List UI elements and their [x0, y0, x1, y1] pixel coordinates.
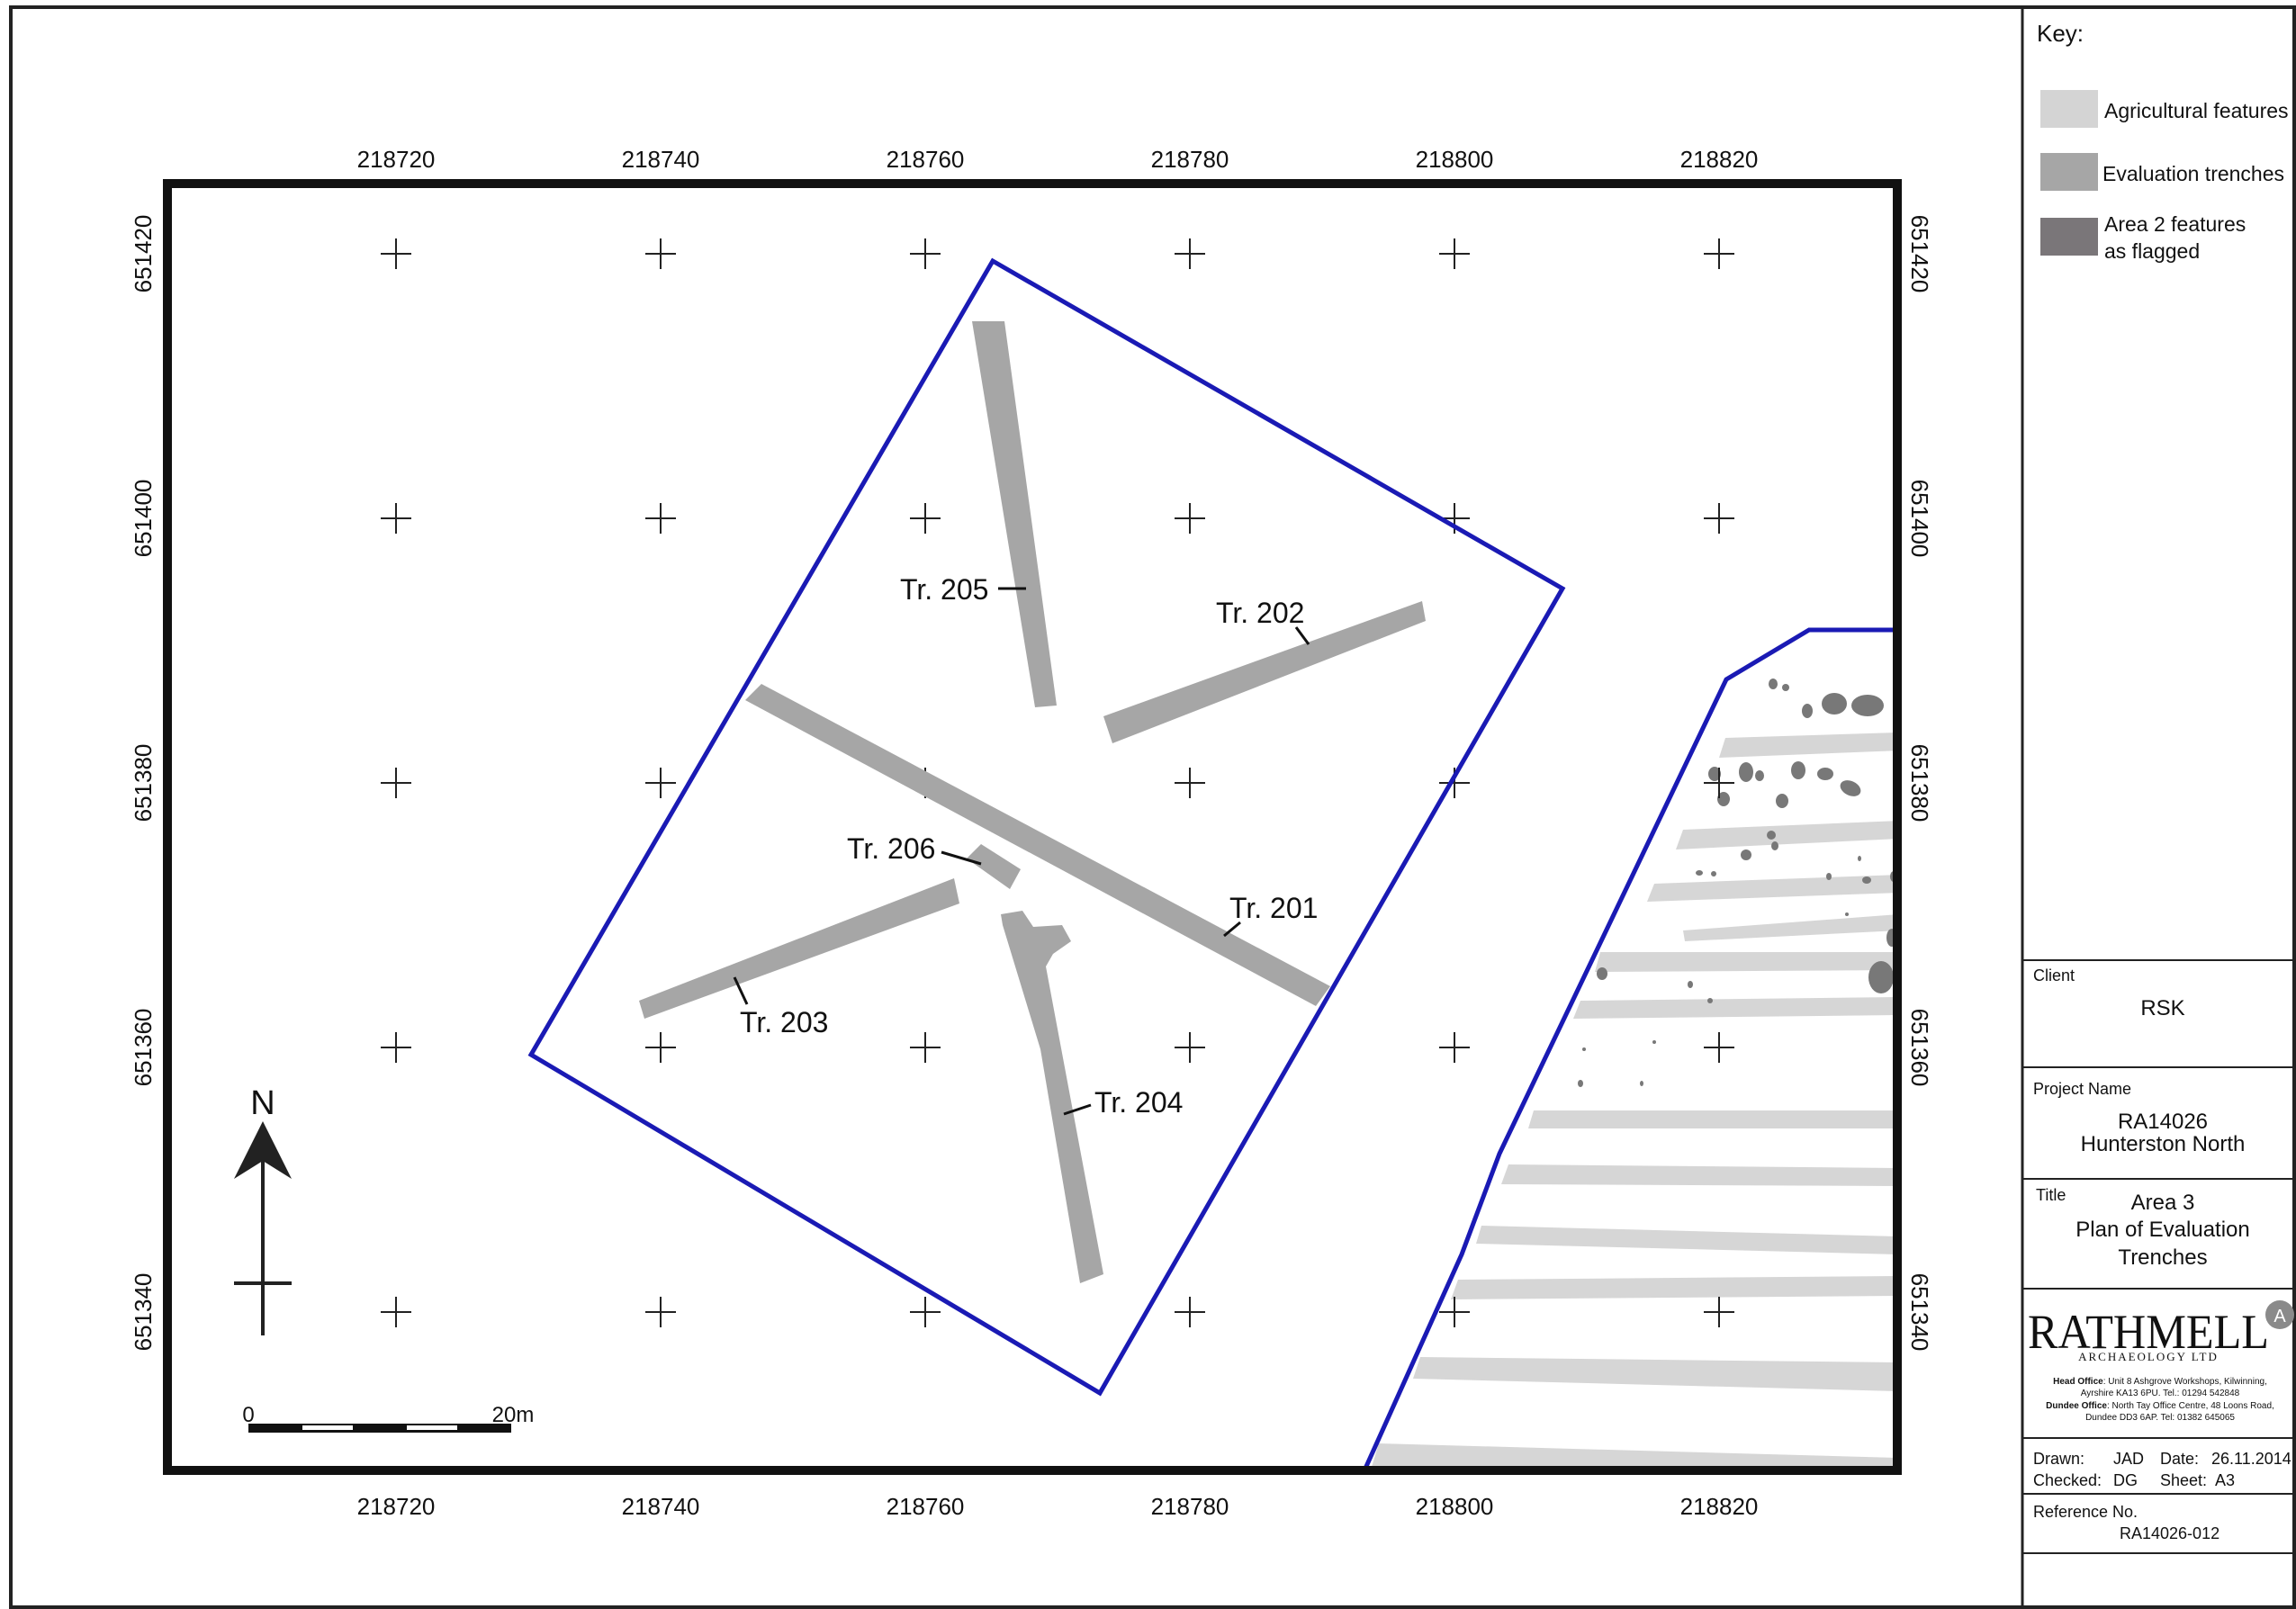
drawing-title-line3: Trenches — [2118, 1245, 2207, 1270]
leader-202 — [1294, 626, 1310, 645]
sheet-label: Sheet: — [2160, 1471, 2207, 1489]
northing-label-right: 651380 — [1906, 744, 1933, 822]
northing-label-left: 651420 — [130, 215, 157, 293]
trench-label-205: Tr. 205 — [900, 573, 988, 606]
trench-202 — [1103, 601, 1426, 743]
trench-label-204: Tr. 204 — [1094, 1086, 1183, 1119]
agricultural-features — [1372, 733, 1897, 1470]
map-area: Tr. 205 Tr. 202 Tr. 206 Tr. 201 Tr. 203 … — [130, 146, 1933, 1520]
east-site-boundary — [1362, 627, 1897, 1470]
key-swatch-area2 — [2040, 218, 2098, 256]
project-number: RA14026 — [2118, 1110, 2208, 1134]
north-arrow: N — [234, 1084, 292, 1335]
trench-204 — [1001, 911, 1103, 1283]
company-logo: RATHMELL — [2028, 1305, 2269, 1359]
easting-label-bottom: 218820 — [1680, 1493, 1759, 1520]
key-label-evaluation: Evaluation trenches — [2102, 162, 2284, 185]
trench-206 — [967, 844, 1021, 889]
easting-labels-top: 218720 218740 218760 218780 218800 218820 — [357, 146, 1759, 173]
head-office-address: Head Office: Unit 8 Ashgrove Workshops, … — [2053, 1377, 2267, 1387]
easting-label-top: 218800 — [1416, 146, 1494, 173]
reference-heading: Reference No. — [2033, 1503, 2138, 1521]
grid-crosses — [381, 238, 1734, 1327]
sheet-value: A3 — [2215, 1471, 2235, 1489]
date-label: Date: — [2160, 1450, 2199, 1468]
northing-label-right: 651340 — [1906, 1273, 1933, 1352]
easting-label-top: 218780 — [1151, 146, 1229, 173]
trench-label-201: Tr. 201 — [1229, 892, 1318, 924]
trench-205 — [972, 321, 1057, 707]
easting-label-bottom: 218740 — [622, 1493, 700, 1520]
trench-labels: Tr. 205 Tr. 202 Tr. 206 Tr. 201 Tr. 203 … — [733, 573, 1318, 1119]
key-label-area2-line2: as flagged — [2104, 239, 2200, 263]
company-logo-badge: A — [2273, 1307, 2286, 1326]
easting-label-top: 218760 — [887, 146, 965, 173]
key-swatch-agricultural — [2040, 90, 2098, 128]
dundee-office-address-2: Dundee DD3 6AP. Tel: 01382 645065 — [2085, 1413, 2235, 1423]
sheet-border — [9, 5, 2296, 1609]
northing-label-left: 651340 — [130, 1273, 157, 1352]
client-heading: Client — [2033, 966, 2075, 984]
easting-label-bottom: 218780 — [1151, 1493, 1229, 1520]
easting-label-top: 218740 — [622, 146, 700, 173]
area-3-boundary — [527, 257, 1566, 1397]
easting-label-top: 218820 — [1680, 146, 1759, 173]
trench-label-202: Tr. 202 — [1216, 597, 1304, 629]
easting-label-bottom: 218760 — [887, 1493, 965, 1520]
northing-label-left: 651360 — [130, 1009, 157, 1087]
drawing-title-line1: Area 3 — [2131, 1191, 2195, 1215]
drawn-label: Drawn: — [2033, 1450, 2084, 1468]
key-swatch-evaluation — [2040, 153, 2098, 191]
easting-label-bottom: 218800 — [1416, 1493, 1494, 1520]
scale-bar: 0 20m — [242, 1403, 534, 1433]
trench-201 — [745, 684, 1330, 1006]
company-logo-badge-icon — [2265, 1300, 2294, 1329]
northing-labels-left: 651420 651400 651380 651360 651340 — [130, 215, 157, 1352]
northing-labels-right: 651420 651400 651380 651360 651340 — [1906, 215, 1933, 1352]
easting-label-top: 218720 — [357, 146, 436, 173]
title-block-panel: Key: Agricultural features Evaluation tr… — [2022, 20, 2296, 1554]
trench-203 — [639, 878, 959, 1019]
company-logo-subtitle: ARCHAEOLOGY LTD — [2078, 1350, 2219, 1363]
northing-label-right: 651400 — [1906, 480, 1933, 558]
dundee-office-address: Dundee Office: North Tay Office Centre, … — [2046, 1401, 2274, 1411]
key-label-agricultural: Agricultural features — [2104, 99, 2289, 122]
project-heading: Project Name — [2033, 1080, 2131, 1098]
easting-labels-bottom: 218720 218740 218760 218780 218800 218820 — [357, 1493, 1759, 1520]
trench-label-206: Tr. 206 — [847, 832, 935, 865]
map-frame — [163, 179, 1902, 1475]
checked-value: DG — [2113, 1471, 2138, 1489]
leader-204 — [1063, 1103, 1092, 1116]
north-arrow-label: N — [250, 1084, 275, 1122]
leader-201 — [1223, 921, 1241, 938]
drawn-value: JAD — [2113, 1450, 2144, 1468]
easting-label-bottom: 218720 — [357, 1493, 436, 1520]
east-site-area — [1362, 627, 1897, 1470]
client-name: RSK — [2140, 996, 2184, 1020]
north-arrow-icon — [234, 1121, 292, 1179]
trench-label-203: Tr. 203 — [740, 1006, 828, 1038]
scale-bar-end: 20m — [492, 1403, 535, 1427]
evaluation-trenches — [639, 321, 1426, 1283]
leader-206 — [941, 850, 982, 866]
leader-203 — [733, 976, 749, 1005]
key-label-area2-line1: Area 2 features — [2104, 212, 2246, 236]
reference-number: RA14026-012 — [2120, 1524, 2219, 1542]
head-office-address-2: Ayrshire KA13 6PU. Tel.: 01294 542848 — [2081, 1389, 2240, 1398]
drawing-title-line2: Plan of Evaluation — [2075, 1218, 2249, 1242]
northing-label-right: 651360 — [1906, 1009, 1933, 1087]
title-heading: Title — [2036, 1186, 2066, 1204]
key-title: Key: — [2037, 20, 2084, 47]
scale-bar-start: 0 — [242, 1403, 254, 1427]
northing-label-left: 651380 — [130, 744, 157, 822]
checked-label: Checked: — [2033, 1471, 2102, 1489]
northing-label-left: 651400 — [130, 480, 157, 558]
date-value: 26.11.2014 — [2211, 1450, 2291, 1468]
project-name: Hunterston North — [2081, 1132, 2246, 1156]
northing-label-right: 651420 — [1906, 215, 1933, 293]
